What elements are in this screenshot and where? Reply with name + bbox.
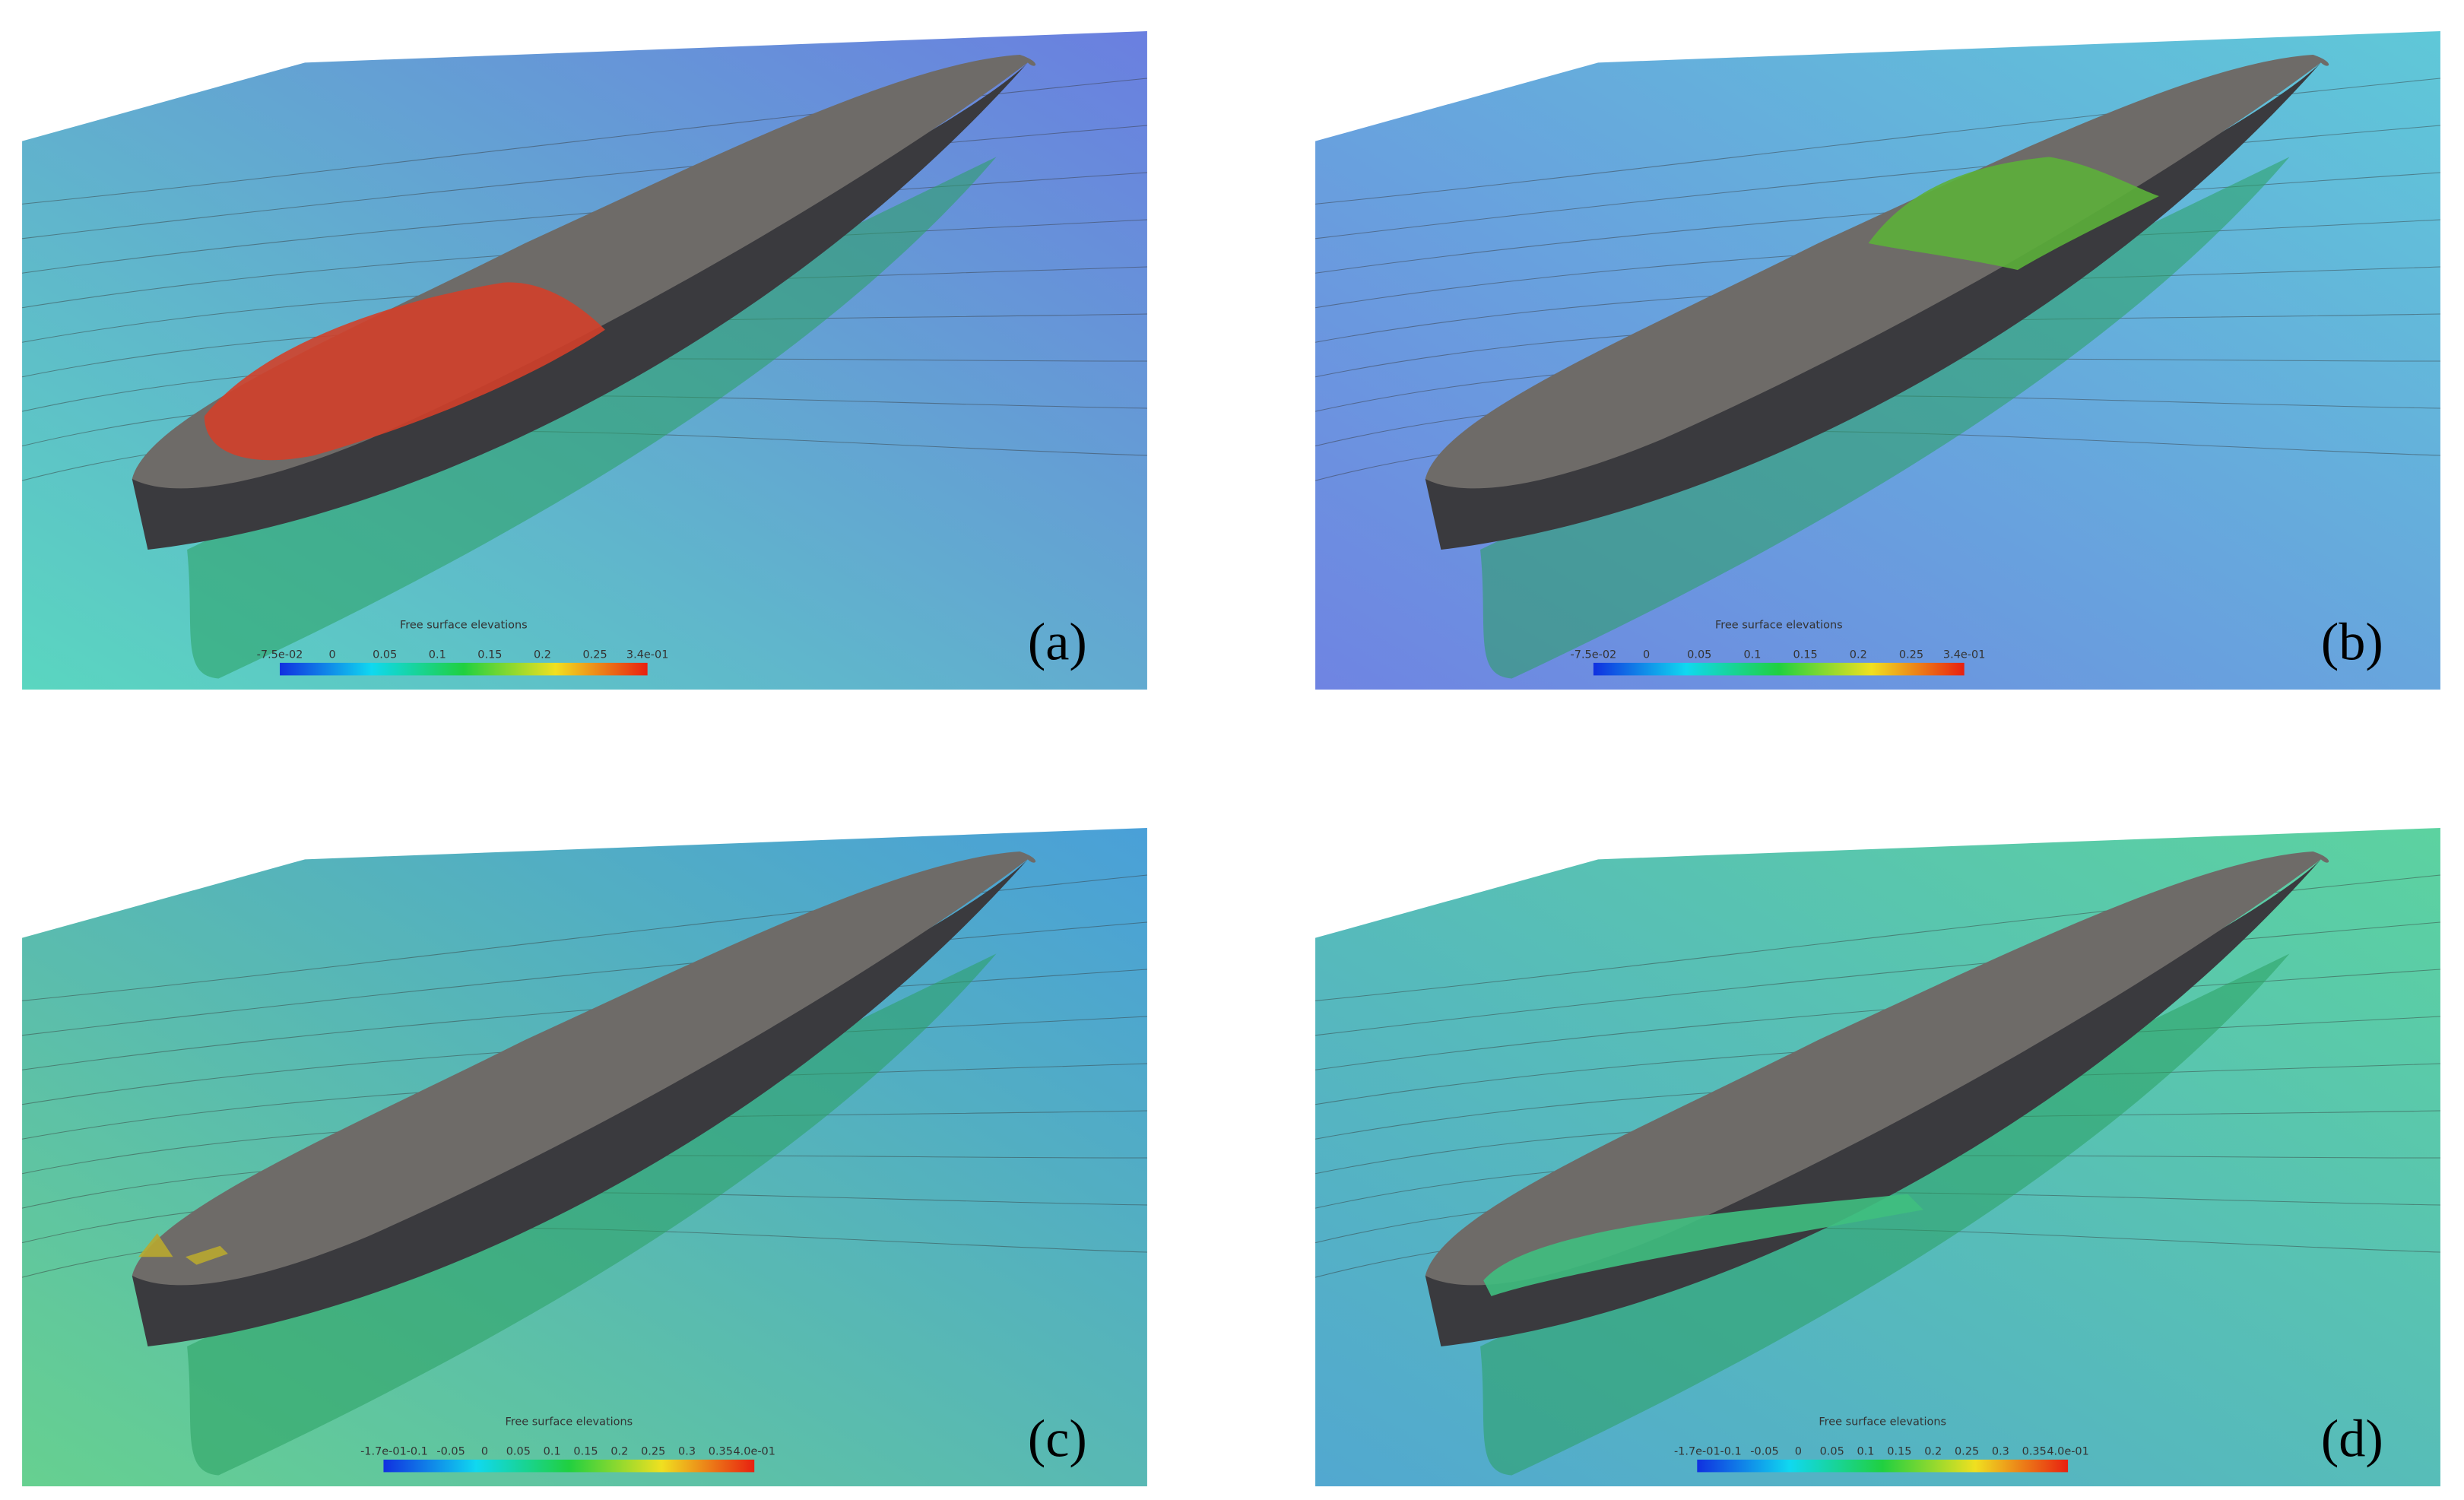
panel-label: (b): [2321, 613, 2383, 672]
colorbar-title: Free surface elevations: [1819, 1416, 1946, 1428]
render: Free surface elevations -7.5e-02 0 0.05 0.1 0…: [1315, 31, 2440, 690]
colorbar-tick-label: 0.05: [1687, 649, 1711, 661]
deck: [1425, 851, 2329, 1286]
colorbar-tick-label: -7.5e-02: [1571, 649, 1617, 661]
colorbar-tick-label: 0.05: [373, 649, 397, 661]
colorbar-tick-label: 0.15: [573, 1446, 598, 1458]
panel-label: (a): [1028, 613, 1087, 672]
wetted-patch: [1483, 1194, 1923, 1296]
colorbar-tick-label: 0.1: [429, 649, 446, 661]
colorbar-tick-label: 0: [329, 649, 336, 661]
colorbar-tick-label: 0.35: [709, 1446, 733, 1458]
simulation-panel: Free surface elevations -1.7e-01 -0.1 -0.05…: [22, 828, 1147, 1486]
colorbar-title: Free surface elevations: [1715, 619, 1843, 631]
panel-label: (c): [1028, 1410, 1087, 1469]
submerged-hull: [187, 953, 997, 1476]
simulation-panel: Free surface elevations -7.5e-02 0 0.05 0.1 0…: [22, 31, 1147, 690]
render: Free surface elevations -1.7e-01 -0.1 -0.05…: [1315, 828, 2440, 1486]
colorbar: [383, 1459, 755, 1473]
colorbar-tick-label: -0.1: [407, 1446, 428, 1458]
colorbar-tick-label: -1.7e-01: [360, 1446, 407, 1458]
colorbar: [1697, 1459, 2069, 1473]
colorbar-tick-label: 0: [481, 1446, 488, 1458]
colorbar-tick-label: 0.3: [1992, 1446, 2009, 1458]
colorbar: [1593, 662, 1965, 676]
colorbar-tick-label: -0.1: [1720, 1446, 1742, 1458]
colorbar-tick-label: -1.7e-01: [1674, 1446, 1720, 1458]
colorbar-tick-label: 0.2: [534, 649, 551, 661]
colorbar-tick-label: 0: [1643, 649, 1650, 661]
colorbar-tick-label: 4.0e-01: [733, 1446, 775, 1458]
simulation-panel: Free surface elevations -7.5e-02 0 0.05 0.1 0…: [1315, 31, 2440, 690]
wetted-patch: [138, 1233, 228, 1265]
colorbar-tick-label: 0.25: [1955, 1446, 1979, 1458]
colorbar-tick-label: 0.1: [1857, 1446, 1875, 1458]
wetted-patch: [204, 282, 605, 461]
colorbar-tick-label: 0.25: [641, 1446, 665, 1458]
colorbar-tick-label: 0.05: [506, 1446, 531, 1458]
colorbar-tick-label: 0.35: [2022, 1446, 2047, 1458]
colorbar-tick-label: 0.1: [544, 1446, 561, 1458]
colorbar-tick-label: 0.1: [1743, 649, 1761, 661]
colorbar-tick-label: 0.2: [1850, 649, 1867, 661]
colorbar-tick-label: 0: [1795, 1446, 1802, 1458]
colorbar-tick-label: 0.25: [1899, 649, 1923, 661]
colorbar-tick-label: -0.05: [436, 1446, 465, 1458]
submerged-hull: [1480, 157, 2290, 679]
deck: [1425, 55, 2329, 489]
colorbar-tick-label: 3.4e-01: [626, 649, 668, 661]
colorbar-tick-label: 0.3: [678, 1446, 696, 1458]
colorbar-tick-label: -7.5e-02: [257, 649, 303, 661]
submerged-hull: [187, 157, 997, 679]
colorbar: [280, 662, 648, 676]
render: Free surface elevations -7.5e-02 0 0.05 0.1 0…: [22, 31, 1147, 690]
colorbar-tick-label: 3.4e-01: [1943, 649, 1985, 661]
colorbar-tick-label: 0.15: [1793, 649, 1818, 661]
simulation-panel: Free surface elevations -1.7e-01 -0.1 -0.05…: [1315, 828, 2440, 1486]
wetted-patch: [1868, 157, 2159, 271]
colorbar-tick-label: 0.05: [1820, 1446, 1844, 1458]
colorbar-tick-label: 0.25: [582, 649, 607, 661]
colorbar-tick-label: 0.15: [477, 649, 502, 661]
render: Free surface elevations -1.7e-01 -0.1 -0.05…: [22, 828, 1147, 1486]
deck: [132, 851, 1036, 1286]
colorbar-tick-label: 0.2: [1924, 1446, 1942, 1458]
colorbar-tick-label: -0.05: [1750, 1446, 1778, 1458]
colorbar-tick-label: 0.15: [1887, 1446, 1911, 1458]
colorbar-tick-label: 0.2: [610, 1446, 628, 1458]
panel-label: (d): [2321, 1410, 2383, 1469]
colorbar-title: Free surface elevations: [400, 619, 528, 631]
colorbar-tick-label: 4.0e-01: [2047, 1446, 2088, 1458]
colorbar-title: Free surface elevations: [505, 1416, 633, 1428]
